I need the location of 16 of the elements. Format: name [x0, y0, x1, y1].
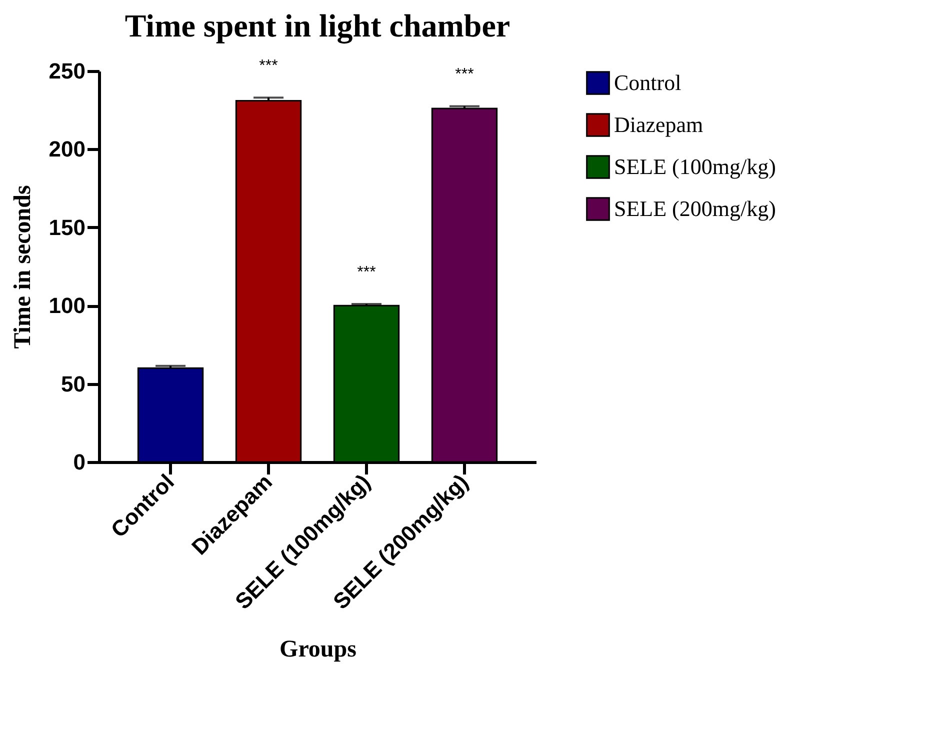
y-tick-label: 50 [61, 371, 86, 396]
legend-label: Control [614, 70, 682, 95]
y-tick-label: 0 [73, 450, 86, 474]
legend-label: Diazepam [614, 112, 704, 137]
y-tick-label: 150 [48, 214, 86, 240]
legend-label: SELE (100mg/kg) [614, 154, 776, 179]
annotation: *** [259, 58, 278, 75]
chart-title: Time spent in light chamber [124, 8, 510, 45]
annotation: *** [455, 66, 474, 84]
y-axis-title: Time in seconds [10, 185, 36, 349]
y-tick-label: 250 [48, 58, 86, 84]
annotation: *** [357, 264, 376, 282]
x-axis-title: Groups [280, 636, 356, 662]
y-tick-label: 200 [48, 136, 86, 162]
y-tick-label: 100 [48, 293, 86, 318]
legend-label: SELE (200mg/kg) [614, 196, 776, 221]
